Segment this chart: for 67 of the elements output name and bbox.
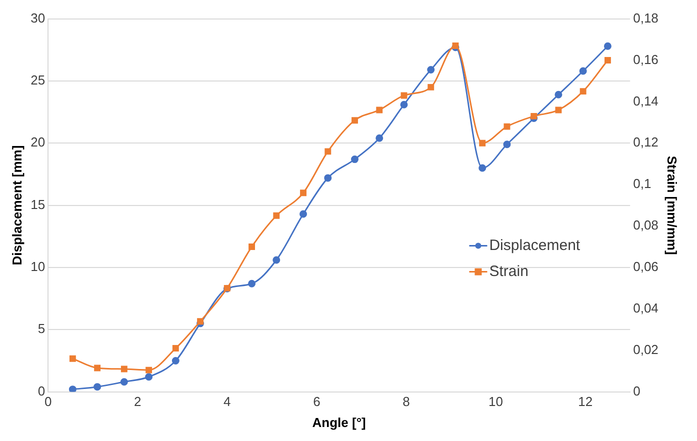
point xyxy=(120,378,128,386)
point xyxy=(530,112,538,120)
point xyxy=(69,355,76,362)
point xyxy=(400,92,408,99)
point xyxy=(94,364,101,372)
x-tick-label: 8 xyxy=(402,394,410,410)
y2-tick-label: 0,06 xyxy=(633,259,658,274)
y-tick-label: 25 xyxy=(30,72,46,88)
y2-tick-label: 0,14 xyxy=(633,93,658,108)
point xyxy=(172,345,179,352)
point xyxy=(351,156,358,164)
point xyxy=(272,256,280,264)
point xyxy=(400,100,408,108)
y2-tick-label: 0,08 xyxy=(633,218,658,233)
point xyxy=(324,174,332,182)
x-tick-label: 6 xyxy=(313,394,320,410)
y2-axis-title: Strain [mm/mm] xyxy=(664,156,680,255)
point xyxy=(146,366,152,374)
y2-tick-label: 0 xyxy=(633,383,640,398)
point xyxy=(452,42,459,49)
x-tick-label: 2 xyxy=(134,394,142,410)
y2-tick-label: 0,04 xyxy=(633,300,658,316)
y2-tick-label: 0,1 xyxy=(633,176,652,192)
y-tick-label: 30 xyxy=(30,10,46,26)
point xyxy=(172,356,180,364)
point xyxy=(352,117,358,124)
point xyxy=(120,366,128,372)
point xyxy=(478,164,486,172)
y-tick-label: 15 xyxy=(30,196,46,212)
y-tick-label: 10 xyxy=(30,259,46,274)
legend-label: Displacement xyxy=(489,236,581,254)
point xyxy=(555,106,562,114)
point xyxy=(145,373,153,381)
y-tick-label: 5 xyxy=(38,321,46,336)
x-axis-title: Angle [°] xyxy=(312,414,366,430)
point xyxy=(604,57,611,64)
y-tick-label: 20 xyxy=(30,134,46,150)
x-tick-label: 10 xyxy=(488,394,504,410)
point xyxy=(579,67,587,75)
point xyxy=(504,123,510,130)
y-tick-label: 0 xyxy=(38,383,46,398)
point xyxy=(68,386,76,392)
y2-tick-label: 0,18 xyxy=(633,10,658,26)
point xyxy=(324,148,332,155)
point xyxy=(248,280,256,288)
point xyxy=(248,244,255,250)
x-tick-label: 12 xyxy=(578,394,593,410)
point xyxy=(503,140,511,148)
y2-tick-label: 0,12 xyxy=(633,134,658,150)
y2-tick-label: 0,16 xyxy=(633,52,658,67)
point xyxy=(273,212,280,219)
x-tick-label: 4 xyxy=(224,394,231,410)
point xyxy=(604,42,612,50)
point xyxy=(376,106,383,114)
point xyxy=(479,140,486,146)
point xyxy=(300,210,308,218)
point xyxy=(428,84,434,90)
point xyxy=(300,190,306,196)
point xyxy=(427,66,435,74)
y2-tick-label: 0,02 xyxy=(633,342,658,357)
point xyxy=(94,383,102,391)
legend-label: Strain xyxy=(489,262,528,280)
y-axis-title: Displacement [mm] xyxy=(9,145,24,266)
point xyxy=(580,88,586,95)
point xyxy=(197,318,204,325)
point xyxy=(554,90,562,98)
point xyxy=(376,134,384,142)
